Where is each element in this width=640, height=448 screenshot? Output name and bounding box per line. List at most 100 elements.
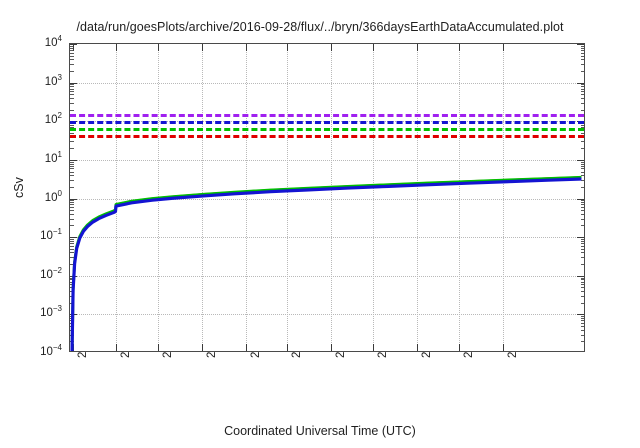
- y-axis-tick-mark: [577, 82, 584, 84]
- y-axis-minor-tick: [580, 59, 584, 61]
- x-axis-tick-mark: [72, 44, 74, 51]
- x-axis-tick-mark: [416, 344, 418, 351]
- x-axis-tick-mark: [202, 44, 204, 51]
- y-axis-minor-tick: [580, 97, 584, 99]
- y-axis-minor-tick: [580, 279, 584, 281]
- y-axis-minor-tick: [580, 86, 584, 88]
- threshold-green: [70, 127, 584, 131]
- y-axis-minor-tick: [580, 334, 584, 336]
- y-axis-minor-tick: [70, 277, 74, 279]
- y-axis-minor-tick: [580, 94, 584, 96]
- y-axis-minor-tick: [580, 132, 584, 134]
- gridline-horizontal: [70, 198, 584, 200]
- y-axis-tick-mark: [577, 44, 584, 45]
- y-axis-minor-tick: [580, 124, 584, 126]
- y-axis-minor-tick: [580, 207, 584, 209]
- x-axis-tick-mark: [416, 44, 418, 51]
- y-axis-minor-tick: [580, 264, 584, 266]
- y-axis-minor-tick: [70, 70, 74, 72]
- y-axis-minor-tick: [580, 243, 584, 245]
- y-axis-minor-tick: [70, 165, 74, 167]
- x-axis-tick-mark: [286, 44, 288, 51]
- y-axis-minor-tick: [580, 70, 584, 72]
- gridline-horizontal: [70, 82, 584, 84]
- y-axis-minor-tick: [70, 161, 74, 163]
- y-axis-minor-tick: [580, 204, 584, 206]
- gridline-vertical: [286, 44, 288, 351]
- y-axis-minor-tick: [70, 279, 74, 281]
- gridline-vertical: [459, 44, 461, 351]
- x-axis-tick-mark: [373, 44, 375, 51]
- y-axis-minor-tick: [70, 202, 74, 204]
- y-axis-minor-tick: [70, 200, 74, 202]
- y-axis-tick-mark: [70, 237, 77, 239]
- y-axis-minor-tick: [70, 132, 74, 134]
- y-axis-tick-mark: [70, 159, 77, 161]
- x-axis-tick-mark: [158, 44, 160, 51]
- gridline-horizontal: [70, 314, 584, 316]
- y-axis-minor-tick: [580, 318, 584, 320]
- y-axis-minor-tick: [580, 202, 584, 204]
- y-axis-tick-label: 103: [44, 72, 62, 88]
- page-title: /data/run/goesPlots/archive/2016-09-28/f…: [76, 20, 564, 34]
- x-axis-tick-mark: [246, 44, 248, 51]
- x-axis-tick-mark: [330, 44, 332, 51]
- y-axis-minor-tick: [70, 281, 74, 283]
- y-axis-tick-label: 104: [44, 34, 62, 49]
- y-axis-minor-tick: [580, 291, 584, 293]
- y-axis-minor-tick: [580, 248, 584, 250]
- y-axis-minor-tick: [70, 252, 74, 254]
- y-axis-minor-tick: [580, 252, 584, 254]
- y-axis-minor-tick: [580, 165, 584, 167]
- y-axis-minor-tick: [580, 84, 584, 86]
- y-axis-minor-tick: [70, 91, 74, 93]
- y-axis-minor-tick: [70, 243, 74, 245]
- y-axis-minor-tick: [580, 302, 584, 304]
- x-axis-tick-mark: [502, 44, 504, 51]
- y-axis-minor-tick: [580, 64, 584, 66]
- threshold-blue: [70, 121, 584, 125]
- gridline-horizontal: [70, 159, 584, 161]
- y-axis-minor-tick: [580, 148, 584, 150]
- y-axis-minor-tick: [70, 213, 74, 215]
- gridline-vertical: [115, 44, 117, 351]
- y-axis-tick-label: 10−1: [40, 227, 62, 243]
- y-axis-minor-tick: [70, 175, 74, 177]
- data-series-group: [70, 175, 582, 351]
- y-axis-minor-tick: [580, 163, 584, 165]
- x-axis-tick-mark: [115, 344, 117, 351]
- y-axis-tick-label: 100: [44, 188, 62, 204]
- y-axis-minor-tick: [70, 97, 74, 99]
- y-axis-minor-tick: [70, 245, 74, 247]
- y-axis-minor-tick: [70, 148, 74, 150]
- gridline-horizontal: [70, 237, 584, 239]
- y-axis-minor-tick: [580, 316, 584, 318]
- y-axis-tick-label: 10−3: [40, 304, 62, 320]
- gridline-vertical: [416, 44, 418, 351]
- y-axis-minor-tick: [70, 163, 74, 165]
- x-axis-tick-mark: [246, 344, 248, 351]
- y-axis-minor-tick: [580, 322, 584, 324]
- y-axis-minor-tick: [580, 88, 584, 90]
- y-axis-minor-tick: [580, 49, 584, 51]
- x-axis-tick-mark: [459, 44, 461, 51]
- y-axis-minor-tick: [580, 55, 584, 57]
- y-axis-minor-tick: [580, 213, 584, 215]
- y-axis-minor-tick: [70, 86, 74, 88]
- y-axis-minor-tick: [70, 141, 74, 143]
- y-axis-minor-tick: [70, 102, 74, 104]
- y-axis-minor-tick: [580, 240, 584, 242]
- y-axis-minor-tick: [70, 204, 74, 206]
- y-axis-minor-tick: [70, 168, 74, 170]
- x-axis-tick-mark: [373, 344, 375, 351]
- threshold-red: [70, 134, 584, 138]
- y-axis-minor-tick: [70, 257, 74, 259]
- y-axis-minor-tick: [580, 245, 584, 247]
- y-axis-minor-tick: [580, 341, 584, 343]
- y-axis-minor-tick: [580, 295, 584, 297]
- x-axis-tick-mark: [115, 44, 117, 51]
- y-axis-minor-tick: [70, 207, 74, 209]
- y-axis-minor-tick: [580, 281, 584, 283]
- y-axis-minor-tick: [70, 240, 74, 242]
